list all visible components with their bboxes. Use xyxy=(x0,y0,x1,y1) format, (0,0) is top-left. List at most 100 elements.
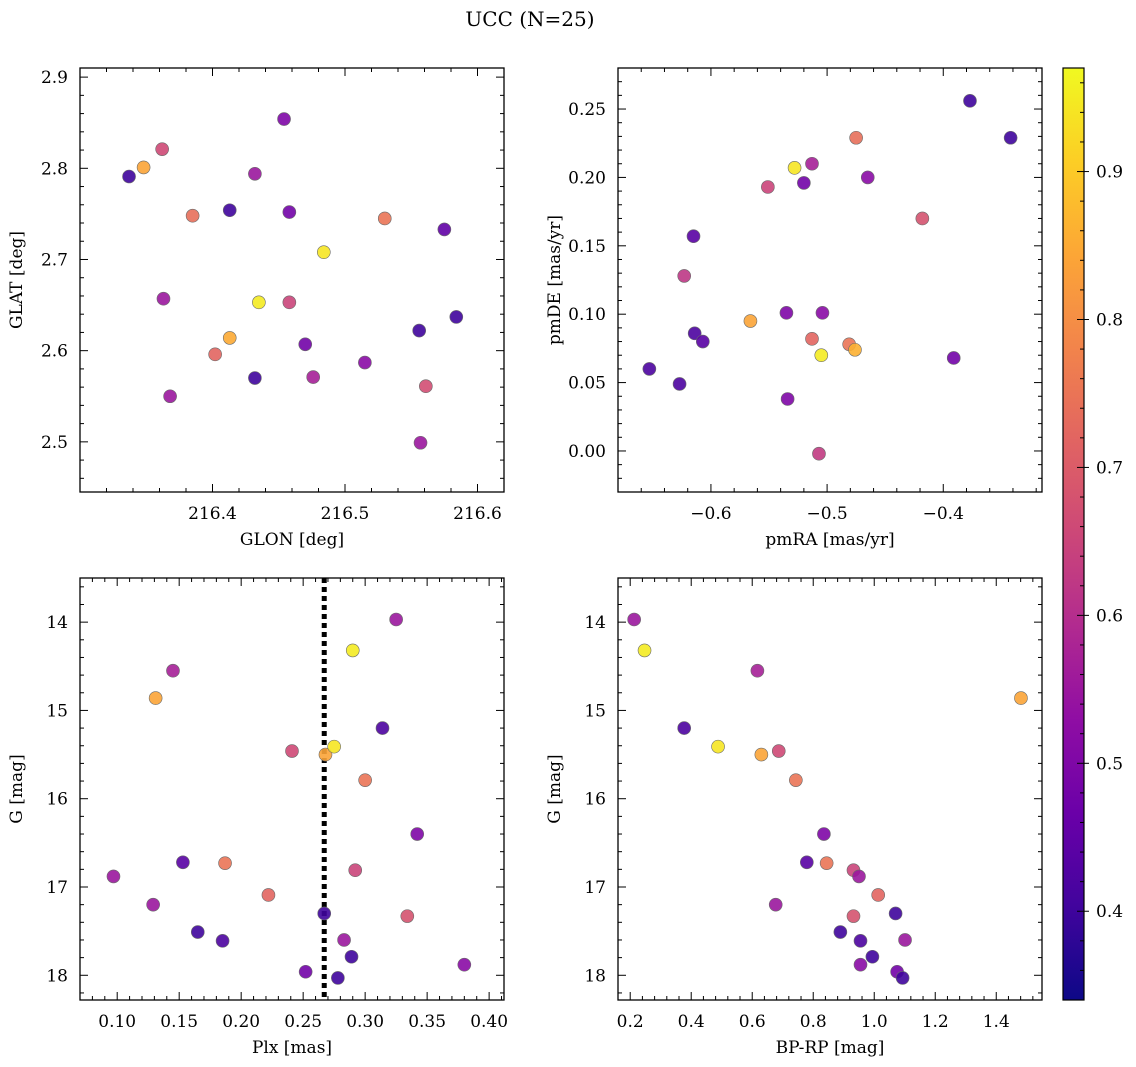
data-point xyxy=(282,295,297,310)
colorbar: 0.4 0.5 0.6 0.7 0.8 0.9 xyxy=(1062,67,1123,1001)
colorbar-tick-label: 0.5 xyxy=(1096,754,1123,774)
data-point xyxy=(222,331,237,345)
data-point xyxy=(400,909,415,923)
y-tick-label: 18 xyxy=(584,966,606,986)
x-tick-label: 0.40 xyxy=(470,1012,508,1032)
x-tick-label: 216.6 xyxy=(453,504,502,524)
data-point xyxy=(915,211,930,226)
data-point xyxy=(377,211,392,226)
data-point xyxy=(327,739,341,754)
data-point xyxy=(780,392,795,406)
data-point xyxy=(898,933,912,947)
y-axis-label: GLAT [deg] xyxy=(7,231,27,329)
data-point xyxy=(963,94,977,108)
data-point xyxy=(848,342,862,357)
plot-frame xyxy=(617,577,1043,1001)
data-point xyxy=(642,362,657,376)
y-axis-label: pmDE [mas/yr] xyxy=(545,215,565,345)
data-point xyxy=(853,934,868,948)
data-point xyxy=(155,142,169,156)
x-tick-label: 0.15 xyxy=(160,1012,198,1032)
data-point xyxy=(743,314,758,328)
colorbar-tick-label: 0.7 xyxy=(1096,458,1123,478)
data-point xyxy=(146,897,160,912)
y-tick-label: 15 xyxy=(46,701,68,721)
data-point xyxy=(789,773,803,787)
y-tick-label: 2.5 xyxy=(41,433,68,453)
y-tick-label: 17 xyxy=(46,878,68,898)
data-point xyxy=(817,827,831,841)
data-point xyxy=(695,334,710,349)
data-point xyxy=(331,971,345,985)
data-point xyxy=(849,130,863,145)
data-point xyxy=(895,971,910,985)
data-point xyxy=(389,612,403,627)
x-tick-label: 216.5 xyxy=(321,504,370,524)
data-point xyxy=(677,269,692,283)
x-tick-label: 0.10 xyxy=(98,1012,136,1032)
data-point xyxy=(277,112,291,126)
x-axis-label: Plx [mas] xyxy=(252,1038,332,1058)
data-point xyxy=(412,323,427,338)
figure-title: UCC (N=25) xyxy=(465,7,594,31)
y-tick-label: 0.00 xyxy=(568,442,606,462)
x-tick-label: −0.5 xyxy=(806,504,847,524)
data-point xyxy=(888,906,903,921)
data-point xyxy=(768,897,783,912)
data-point xyxy=(1003,130,1018,145)
plot-panel-bottom-left: 0.10 0.15 0.20 0.25 0.30 0.35 0.40 14 15 16 17 18 Pl… xyxy=(7,577,508,1058)
y-tick-label: 14 xyxy=(584,613,606,633)
data-point xyxy=(815,306,830,320)
colorbar-gradient xyxy=(1063,68,1084,1000)
x-axis-label: GLON [deg] xyxy=(240,530,344,550)
x-tick-label: 0.2 xyxy=(617,1012,644,1032)
data-point xyxy=(865,949,880,964)
data-point xyxy=(345,643,360,658)
y-tick-label: 0.15 xyxy=(568,237,606,257)
plot-panel-top-right: −0.6 −0.5 −0.4 0.00 0.05 0.10 0.15 0.20 0.25 pmRA… xyxy=(545,67,1043,550)
data-point xyxy=(637,643,652,658)
data-point xyxy=(190,925,205,939)
data-point xyxy=(787,161,802,175)
x-tick-label: 1.0 xyxy=(861,1012,888,1032)
y-tick-label: 17 xyxy=(584,878,606,898)
data-point xyxy=(176,855,190,870)
x-tick-label: −0.4 xyxy=(923,504,964,524)
data-point xyxy=(750,663,765,678)
x-tick-label: 0.6 xyxy=(739,1012,766,1032)
data-point xyxy=(252,295,266,310)
data-point xyxy=(812,446,826,461)
colorbar-tick-label: 0.8 xyxy=(1096,310,1123,330)
y-tick-label: 0.10 xyxy=(568,305,606,325)
x-tick-label: 0.30 xyxy=(346,1012,384,1032)
data-point xyxy=(222,203,237,218)
x-axis-label: BP-RP [mag] xyxy=(776,1038,885,1058)
y-axis-label: G [mag] xyxy=(545,754,565,823)
data-point xyxy=(860,170,875,185)
data-point xyxy=(248,371,262,385)
x-tick-label: 0.8 xyxy=(800,1012,827,1032)
plot-frame xyxy=(617,67,1043,493)
data-point xyxy=(819,856,834,870)
y-tick-label: 16 xyxy=(46,790,68,810)
colorbar-tick-label: 0.4 xyxy=(1096,902,1123,922)
data-point xyxy=(797,176,811,190)
data-point xyxy=(298,964,313,979)
data-point xyxy=(672,377,687,391)
x-tick-label: 1.4 xyxy=(983,1012,1010,1032)
plot-frame xyxy=(79,577,505,1001)
data-point xyxy=(711,739,725,754)
data-point xyxy=(136,160,151,175)
data-point xyxy=(677,721,691,735)
data-point xyxy=(410,827,425,841)
data-point xyxy=(805,332,819,346)
data-point xyxy=(358,355,372,370)
data-point xyxy=(282,205,297,219)
data-point xyxy=(686,229,701,244)
data-point xyxy=(358,773,372,787)
data-point xyxy=(298,337,313,352)
data-point xyxy=(348,863,363,878)
data-point xyxy=(163,389,177,404)
data-point xyxy=(375,721,390,735)
